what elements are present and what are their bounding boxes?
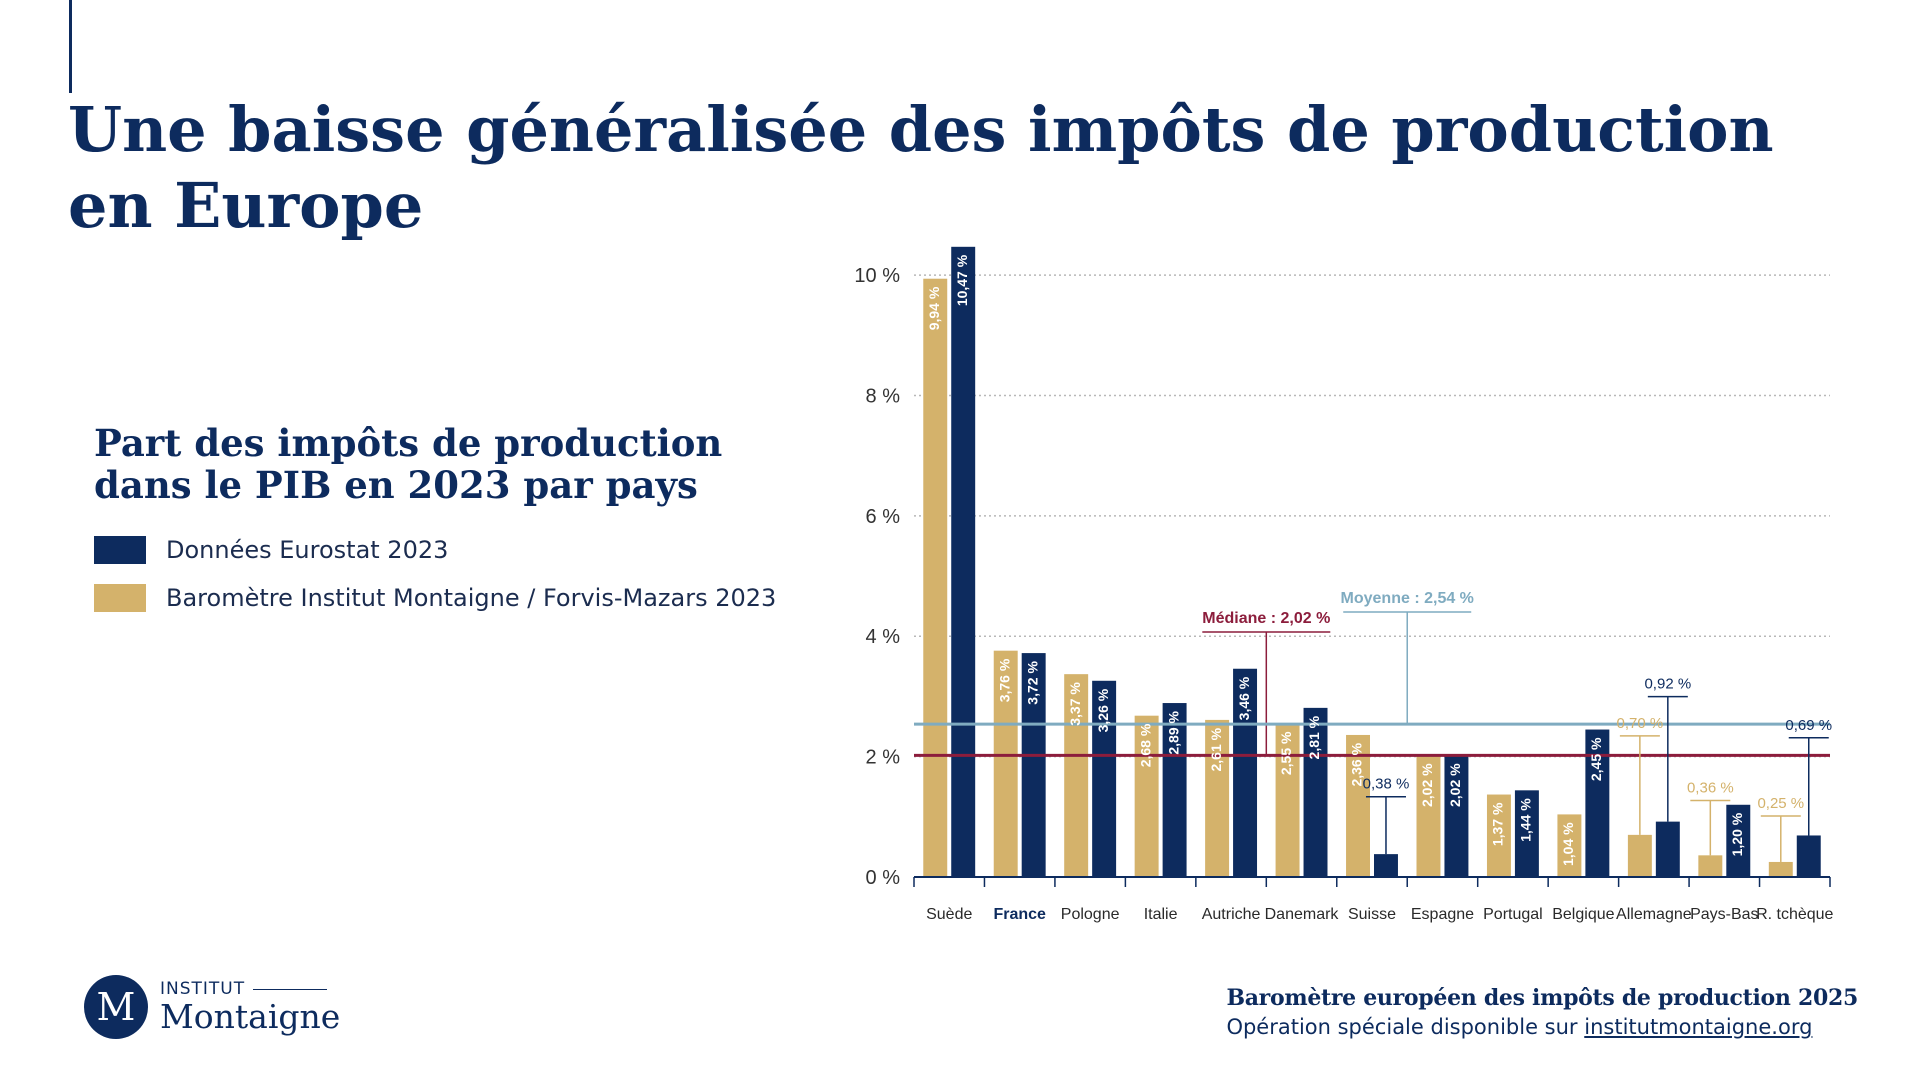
logo-top-text: INSTITUT [160, 979, 246, 999]
legend-label-barometre: Baromètre Institut Montaigne / Forvis-Ma… [166, 584, 777, 612]
bar [1205, 719, 1230, 877]
x-tick-label: Pays-Bas [1690, 906, 1758, 923]
value-label: 10,47 % [954, 254, 970, 306]
x-tick-label: Belgique [1552, 906, 1614, 923]
logo-wordmark: INSTITUT Montaigne [160, 979, 340, 1035]
bar [1233, 668, 1258, 877]
value-label: 2,45 % [1588, 737, 1604, 781]
y-tick-label: 8 % [866, 385, 901, 407]
x-tick-label: Danemark [1265, 906, 1340, 923]
chart-heading-line-1: Part des impôts de production [94, 421, 723, 465]
y-tick-label: 2 % [866, 747, 901, 769]
bar [1796, 835, 1821, 877]
logo-mark: M [84, 975, 148, 1039]
y-tick-label: 6 % [866, 506, 901, 528]
value-label: 3,72 % [1024, 661, 1040, 705]
bar [1303, 707, 1328, 877]
value-label: 2,55 % [1278, 731, 1294, 775]
legend-item-barometre: Baromètre Institut Montaigne / Forvis-Ma… [94, 574, 776, 622]
chart-heading: Part des impôts de production dans le PI… [94, 422, 754, 506]
bar-chart: 0 % 2 % 4 % 6 % 8 % 10 % Médiane : 2,02 % Moyen… [854, 246, 1834, 923]
legend-swatch-barometre [94, 584, 146, 612]
y-tick-label: 4 % [866, 626, 901, 648]
bar [1444, 755, 1469, 877]
x-tick-label: Espagne [1411, 906, 1474, 923]
bar [1585, 729, 1610, 877]
bar [1655, 821, 1680, 877]
value-label: 2,68 % [1137, 723, 1153, 767]
legend-item-eurostat: Données Eurostat 2023 [94, 526, 776, 574]
chart-legend: Données Eurostat 2023 Baromètre Institut… [94, 526, 776, 622]
bar [1162, 703, 1187, 877]
x-tick-label: France [993, 906, 1046, 923]
value-label: 1,37 % [1490, 802, 1506, 846]
bar [951, 246, 976, 877]
value-label: 2,02 % [1447, 763, 1463, 807]
institut-montaigne-logo: M INSTITUT Montaigne [84, 975, 340, 1039]
x-tick-label: Autriche [1202, 906, 1261, 923]
bar [1514, 790, 1539, 877]
value-label: 3,26 % [1095, 688, 1111, 732]
logo-rule [253, 988, 328, 990]
footer: Baromètre européen des impôts de product… [1226, 985, 1858, 1039]
value-label: 2,89 % [1165, 711, 1181, 755]
bar [1092, 680, 1117, 877]
value-label: 0,25 % [1757, 795, 1804, 812]
legend-swatch-eurostat [94, 536, 146, 564]
x-tick-label: Allemagne [1616, 906, 1692, 923]
y-tick-label: 0 % [866, 867, 901, 889]
reference-line-label: Médiane : 2,02 % [1202, 610, 1330, 627]
bar [1374, 854, 1398, 877]
title-accent-rule [69, 0, 72, 93]
value-label: 0,92 % [1644, 676, 1691, 693]
value-label: 1,04 % [1560, 822, 1576, 866]
value-label: 1,44 % [1518, 798, 1534, 842]
value-label: 2,36 % [1349, 742, 1365, 786]
bar [1021, 653, 1046, 877]
bar [1346, 734, 1370, 877]
reference-line-label: Moyenne : 2,54 % [1341, 590, 1474, 607]
legend-label-eurostat: Données Eurostat 2023 [166, 536, 449, 564]
y-tick-label: 10 % [854, 265, 900, 287]
value-label: 3,76 % [996, 658, 1012, 702]
chart-heading-line-2: dans le PIB en 2023 par pays [94, 463, 698, 507]
footer-subtitle-text: Opération spéciale disponible sur [1226, 1015, 1585, 1039]
value-label: 9,94 % [926, 286, 942, 330]
bar [1698, 855, 1723, 877]
x-tick-label: R. tchèque [1756, 906, 1833, 923]
value-label: 0,38 % [1363, 776, 1410, 793]
bar [923, 278, 948, 877]
bar [1557, 814, 1582, 877]
value-label: 2,61 % [1208, 727, 1224, 771]
bar [1275, 723, 1300, 877]
footer-title: Baromètre européen des impôts de product… [1226, 985, 1858, 1011]
x-tick-label: Pologne [1061, 906, 1120, 923]
value-label: 3,46 % [1236, 676, 1252, 720]
x-tick-label: Portugal [1483, 906, 1543, 923]
footer-link[interactable]: institutmontaigne.org [1584, 1015, 1813, 1039]
x-tick-label: Suède [926, 906, 972, 923]
value-label: 0,69 % [1785, 717, 1832, 734]
value-label: 2,02 % [1419, 763, 1435, 807]
x-tick-label: Italie [1144, 906, 1178, 923]
bar [993, 650, 1018, 877]
bar [1627, 834, 1652, 877]
value-label: 1,20 % [1729, 812, 1745, 856]
bar [1726, 804, 1751, 877]
bar [1768, 861, 1793, 877]
x-tick-label: Suisse [1348, 906, 1396, 923]
value-label: 3,37 % [1067, 682, 1083, 726]
page-title: Une baisse généralisée des impôts de pro… [68, 93, 1774, 242]
value-label: 0,36 % [1687, 780, 1734, 797]
bar [1416, 755, 1441, 877]
value-label: 0,70 % [1617, 715, 1664, 732]
logo-bottom-text: Montaigne [160, 997, 341, 1036]
bar [1486, 794, 1511, 877]
value-label: 2,81 % [1306, 715, 1322, 759]
footer-subtitle: Opération spéciale disponible sur instit… [1226, 1015, 1858, 1039]
